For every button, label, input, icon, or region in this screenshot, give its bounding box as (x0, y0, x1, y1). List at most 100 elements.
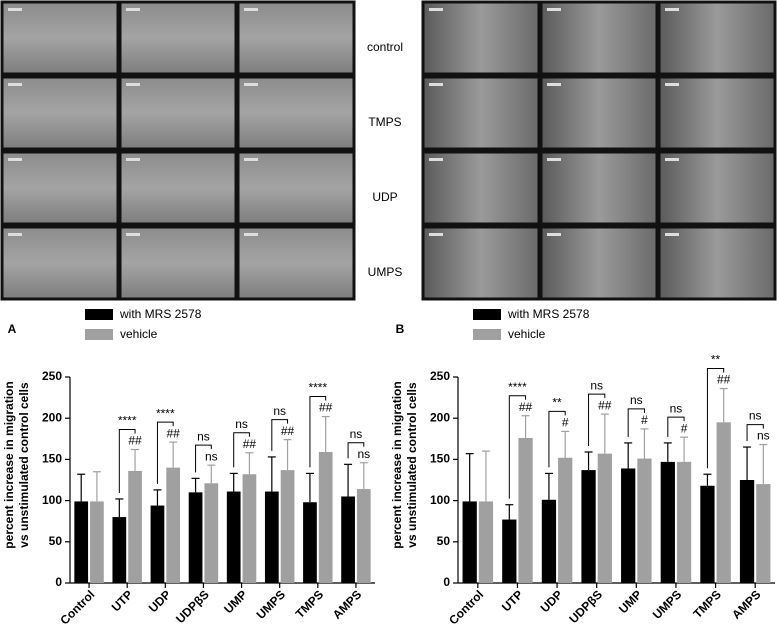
error-bar (359, 462, 368, 490)
significance-vs-control: # (641, 413, 648, 427)
error-bar (663, 442, 672, 462)
micrograph (0, 225, 120, 301)
x-tick-label: UDP (538, 587, 566, 615)
bar (264, 491, 279, 583)
legend-swatch (473, 309, 501, 320)
micrograph (118, 150, 238, 226)
scale-bar (126, 233, 140, 236)
error-bar (624, 442, 633, 469)
bar (112, 517, 127, 583)
bar (204, 483, 219, 583)
significance-label: **** (508, 380, 527, 394)
y-axis-label: vs unstimulated control cells (405, 382, 419, 548)
scale-bar (547, 83, 561, 86)
legend-swatch (473, 329, 501, 340)
bar (462, 501, 477, 583)
bar (502, 519, 517, 583)
legend-swatch (85, 329, 113, 340)
scale-bar (126, 83, 140, 86)
significance-bracket (548, 410, 566, 468)
significance-label: ** (552, 396, 562, 410)
error-bar (759, 443, 768, 485)
x-tick-label: AMPS (330, 587, 364, 621)
significance-vs-control: ## (166, 426, 180, 440)
y-tick-label: 0 (55, 575, 62, 589)
bar (226, 491, 241, 583)
scale-bar (244, 8, 258, 11)
significance-label: **** (308, 381, 327, 395)
significance-label: ns (670, 401, 683, 415)
y-axis-label: percent increase in migration (390, 381, 404, 548)
micrograph (0, 0, 120, 76)
significance-vs-control: ns (357, 447, 370, 461)
significance-vs-control: ns (757, 429, 770, 443)
micrograph (539, 75, 659, 151)
bar (128, 470, 142, 583)
error-bar (207, 464, 216, 484)
error-bar (743, 446, 752, 480)
error-bar (153, 489, 162, 506)
bar (739, 480, 755, 583)
scale-bar (547, 233, 561, 236)
micrograph (0, 150, 120, 226)
micrograph (421, 0, 541, 76)
error-bar (640, 428, 649, 459)
significance-vs-control: ns (205, 449, 218, 463)
bar (676, 461, 692, 583)
bar (541, 499, 557, 583)
micrograph (236, 75, 356, 151)
micrograph (236, 225, 356, 301)
significance-label: **** (118, 414, 137, 428)
significance-label: ns (235, 417, 248, 431)
x-tick-label: Control (57, 587, 97, 627)
micrograph (657, 0, 777, 76)
scale-bar (8, 158, 22, 161)
legend-label: with MRS 2578 (507, 307, 590, 321)
panel-label: A (8, 322, 17, 336)
significance-label: ns (630, 393, 643, 407)
scale-bar (126, 158, 140, 161)
scale-bar (244, 83, 258, 86)
y-tick-label: 100 (430, 493, 450, 507)
micrograph (539, 0, 659, 76)
scale-bar (665, 8, 679, 11)
row-label: control (367, 40, 403, 54)
x-tick-label: AMPS (729, 587, 763, 621)
micrograph (236, 150, 356, 226)
y-tick-label: 150 (42, 452, 62, 466)
scale-bar (429, 83, 443, 86)
x-tick-label: Control (446, 587, 486, 627)
error-bar (719, 387, 728, 423)
bar (637, 458, 652, 583)
significance-vs-control: ## (243, 437, 257, 451)
error-bar (267, 456, 276, 492)
significance-bracket (195, 444, 212, 473)
scale-bar (547, 158, 561, 161)
error-bar (191, 477, 200, 493)
error-bar (321, 415, 330, 452)
bar (242, 474, 257, 583)
error-bar (544, 472, 553, 500)
significance-bracket (627, 408, 645, 437)
significance-bracket (156, 421, 174, 484)
error-bar (169, 441, 178, 468)
significance-bracket (508, 395, 527, 499)
error-bar (245, 452, 254, 475)
x-tick-label: UTP (499, 587, 526, 614)
error-bar (481, 450, 490, 502)
row-label: UDP (372, 190, 397, 204)
bar (716, 422, 731, 583)
scale-bar (126, 8, 140, 11)
x-tick-label: UMPS (650, 587, 684, 621)
x-tick-label: UMP (221, 587, 250, 616)
bar (341, 496, 355, 583)
y-axis-label: vs unstimulated control cells (17, 382, 31, 548)
y-tick-label: 200 (42, 410, 62, 424)
x-tick-label: UDPβS (566, 587, 605, 626)
y-axis-label: percent increase in migration (2, 381, 16, 548)
micrograph (421, 75, 541, 151)
significance-label: **** (156, 406, 175, 420)
error-bar (283, 439, 292, 471)
bar (581, 470, 596, 583)
bar (150, 505, 165, 583)
